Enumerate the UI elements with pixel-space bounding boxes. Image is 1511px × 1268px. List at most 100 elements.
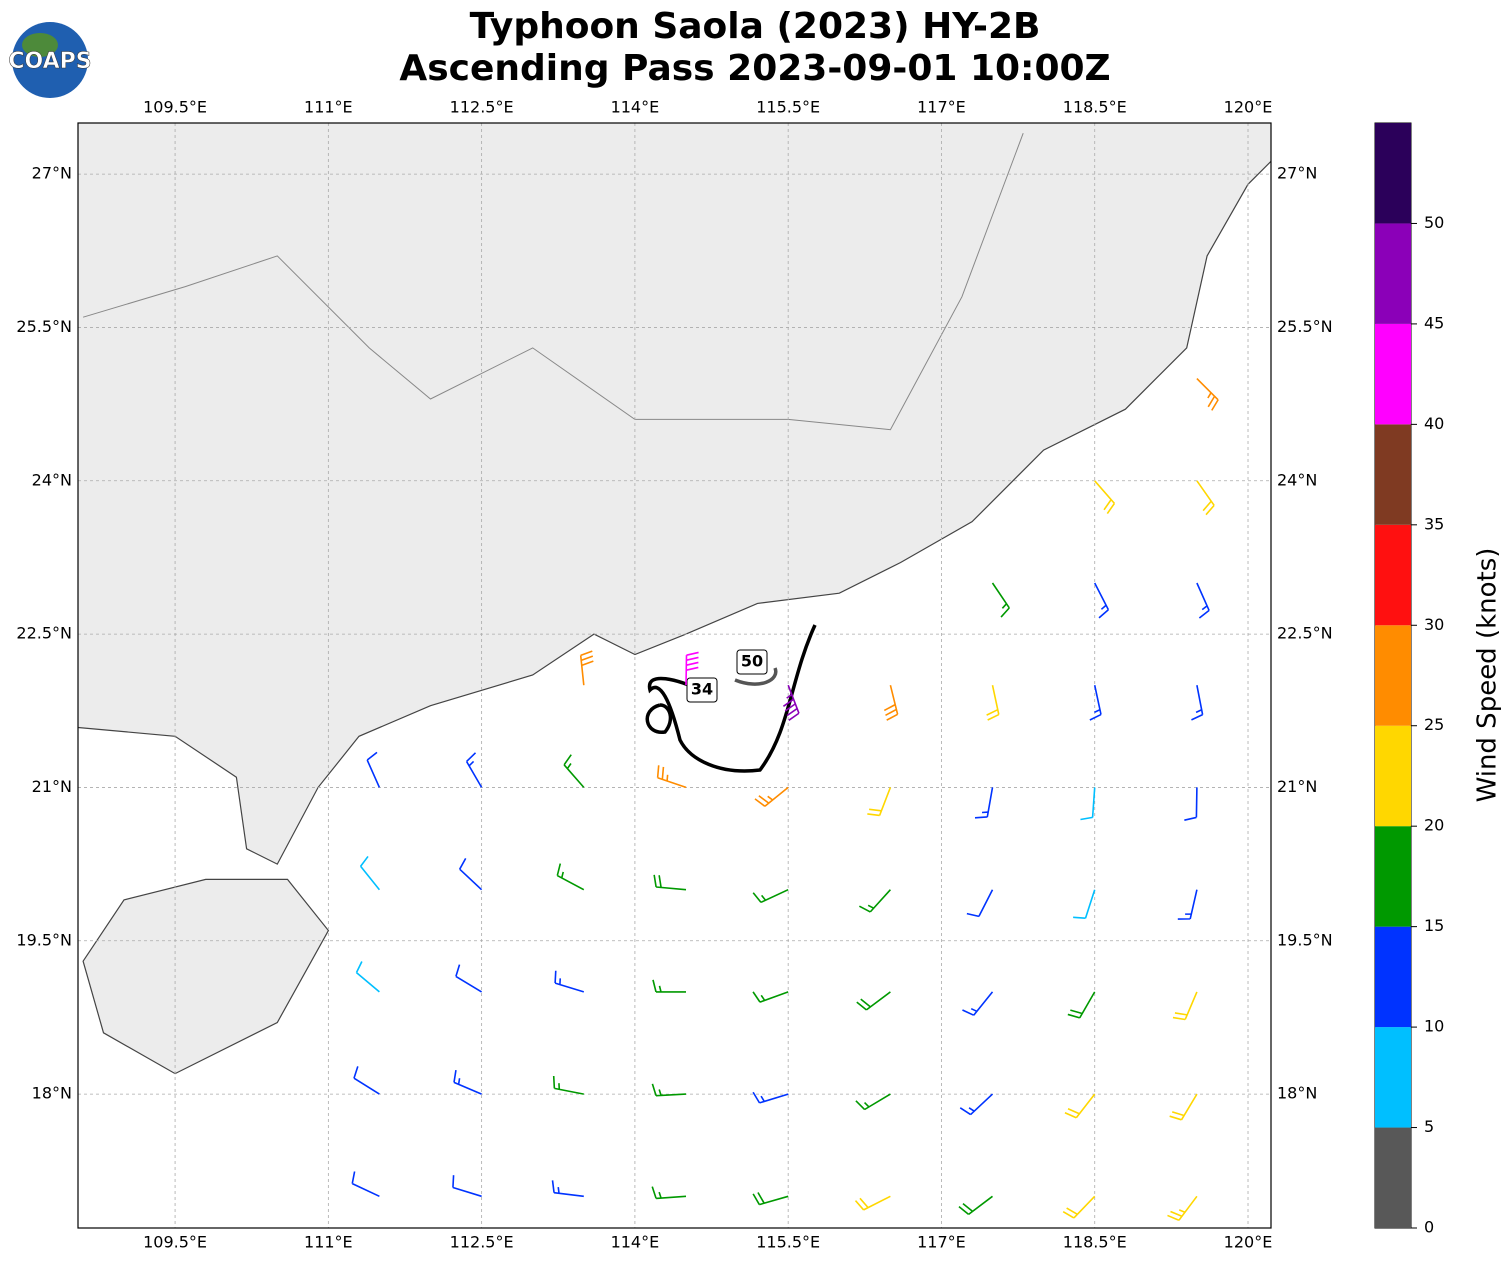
wind-barb — [552, 1075, 584, 1095]
wind-barb — [651, 1083, 687, 1097]
colorbar-segment — [1375, 926, 1411, 1028]
wind-barb — [453, 1070, 482, 1095]
y-tick-label: 27°N — [1277, 164, 1317, 183]
chart-title: Typhoon Saola (2023) HY-2B — [470, 6, 1041, 47]
wind-barb — [366, 751, 381, 788]
wind-barb — [974, 787, 994, 819]
wind-barb — [958, 1195, 993, 1216]
wind-barb — [782, 684, 800, 721]
colorbar-tick-label: 20 — [1424, 816, 1444, 835]
wind-barb — [455, 964, 483, 993]
y-tick-label: 22.5°N — [1277, 624, 1333, 643]
wind-barb — [986, 685, 1000, 721]
island — [82, 878, 330, 1075]
contour-label: 50 — [741, 652, 763, 671]
wind-barb — [1089, 685, 1102, 721]
colorbar-label: Wind Speed (knots) — [1473, 548, 1503, 803]
x-tick-label: 120°E — [1224, 1233, 1273, 1252]
wind-barb — [652, 979, 686, 993]
wind-barb — [754, 786, 789, 807]
x-tick-label: 120°E — [1224, 98, 1273, 117]
wind-barb — [1064, 1093, 1096, 1119]
wind-barb — [1172, 991, 1198, 1021]
wind-barb — [1094, 480, 1116, 515]
logo-land — [22, 33, 58, 57]
wind-barb — [1167, 1195, 1198, 1222]
colorbar-tick-label: 45 — [1424, 313, 1444, 332]
wind-barb — [1196, 480, 1215, 516]
wind-barb — [867, 787, 892, 817]
wind-barb — [1080, 787, 1096, 821]
wind-barb — [359, 855, 381, 891]
wind-barb — [752, 1091, 789, 1104]
wind-barb — [563, 754, 585, 788]
colorbar-segment — [1375, 826, 1411, 927]
wind-barb — [962, 991, 994, 1016]
y-tick-label: 21°N — [32, 777, 72, 796]
x-tick-label: 117°E — [917, 1233, 966, 1252]
colorbar-tick-label: 40 — [1424, 414, 1444, 433]
contour-34 — [645, 703, 673, 734]
wind-barb — [856, 991, 891, 1011]
colorbar-tick-label: 25 — [1424, 715, 1444, 734]
map-layer: 34 50 — [78, 123, 1271, 1228]
colorbar-tick-label: 15 — [1424, 916, 1444, 935]
wind-barb — [556, 863, 585, 891]
wind-barb — [1191, 685, 1204, 721]
y-tick-label: 24°N — [32, 470, 72, 489]
contour-label: 34 — [691, 680, 713, 699]
wind-barb — [1093, 582, 1110, 619]
logo: COAPS — [8, 22, 92, 98]
wind-barb — [1067, 991, 1096, 1019]
y-tick-label: 25.5°N — [16, 317, 72, 336]
colorbar-segment — [1375, 725, 1411, 827]
wind-barb — [1073, 889, 1096, 919]
x-tick-label: 118.5°E — [1063, 1233, 1127, 1252]
colorbar-tick-label: 10 — [1424, 1017, 1444, 1036]
wind-barb — [752, 991, 789, 1003]
x-tick-label: 112.5°E — [450, 1233, 514, 1252]
y-tick-label: 25.5°N — [1277, 317, 1333, 336]
colorbar-tick-label: 30 — [1424, 615, 1444, 634]
y-tick-label: 24°N — [1277, 470, 1317, 489]
y-tick-label: 18°N — [32, 1084, 72, 1103]
colorbar-segment — [1375, 323, 1411, 425]
colorbar-segment — [1375, 1127, 1411, 1228]
wind-barb — [685, 651, 699, 686]
wind-barb — [883, 685, 899, 721]
wind-barb — [1196, 378, 1219, 411]
x-tick-label: 114°E — [611, 98, 660, 117]
colorbar-segment — [1375, 123, 1411, 224]
wind-barb — [991, 582, 1010, 618]
wind-barb — [752, 888, 789, 904]
wind-barb — [458, 857, 483, 891]
x-tick-label: 109.5°E — [143, 98, 207, 117]
y-tick-label: 21°N — [1277, 777, 1317, 796]
x-tick-label: 117°E — [917, 98, 966, 117]
wind-barb — [651, 1186, 687, 1200]
colorbar-tick-label: 0 — [1424, 1218, 1434, 1237]
colorbar-segment — [1375, 1027, 1411, 1128]
chart-title: Ascending Pass 2023-09-01 10:00Z — [399, 48, 1110, 89]
x-tick-label: 109.5°E — [143, 1233, 207, 1252]
x-tick-label: 115.5°E — [756, 98, 820, 117]
colorbar-segment — [1375, 424, 1411, 525]
colorbar-segment — [1375, 625, 1411, 726]
map-frame — [77, 122, 1272, 1229]
border — [82, 133, 1024, 431]
wind-barb — [752, 1192, 789, 1206]
y-tick-label: 27°N — [32, 164, 72, 183]
logo-text: COAPS — [8, 49, 91, 74]
wind-barb — [854, 1195, 891, 1211]
wind-barb — [1062, 1195, 1096, 1219]
colorbar-segment — [1375, 524, 1411, 626]
wind-barb — [579, 650, 594, 686]
wind-barb — [351, 1171, 380, 1198]
wind-barb — [959, 1093, 994, 1116]
wind-barb — [656, 765, 687, 789]
wind-barb — [855, 1093, 891, 1111]
x-tick-label: 111°E — [304, 1233, 353, 1252]
wind-barb — [1184, 787, 1198, 821]
colorbar-tick-label: 35 — [1424, 514, 1444, 533]
